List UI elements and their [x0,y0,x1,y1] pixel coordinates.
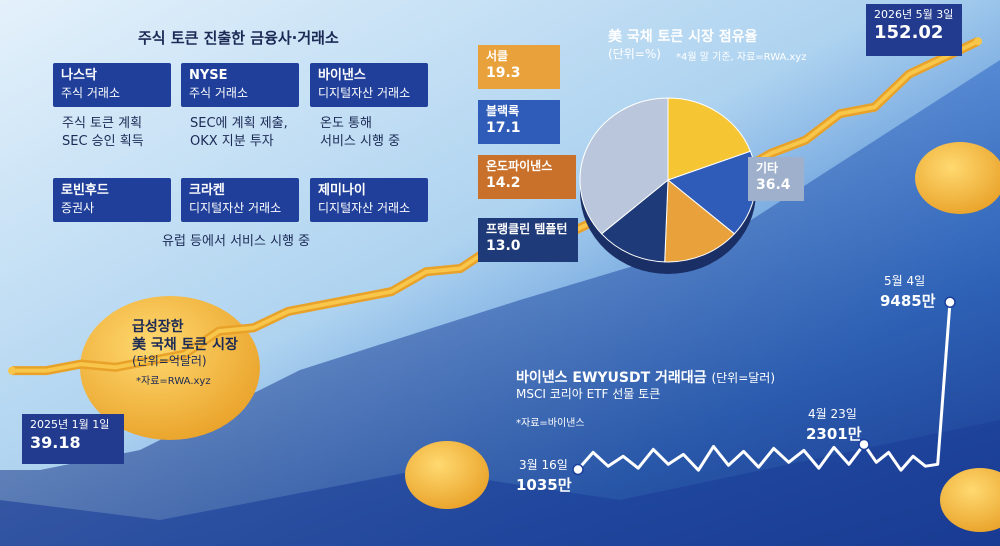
pie-label-value: 17.1 [486,120,521,136]
exchange-type: 증권사 [61,201,95,215]
pie-label-blackrock: 블랙록 17.1 [478,100,560,144]
exchange-box-nyse: NYSE 주식 거래소 [181,63,299,107]
pie-slice-4 [600,178,669,263]
start-value: 39.18 [30,433,81,452]
exchange-note-nyse: SEC에 계획 제출, OKX 지분 투자 [190,116,288,149]
exchange-name: 제미나이 [318,183,366,198]
line2-source: *자료=바이낸스 [516,418,585,429]
exchange-name: NYSE [189,68,228,83]
pie-label-value: 36.4 [756,177,791,193]
line1-title-line2: 美 국채 토큰 시장 [132,337,238,353]
end-date: 2026년 5월 3일 [874,8,954,21]
exchange-type: 디지털자산 거래소 [318,201,411,215]
exchanges-bottom-note: 유럽 등에서 서비스 시행 중 [162,234,311,249]
start-date: 2025년 1월 1일 [30,418,110,431]
line2-point-date: 4월 23일 [808,407,857,421]
line1-start-callout: 2025년 1월 1일 39.18 [22,414,124,464]
exchange-box-nasdaq: 나스닥 주식 거래소 [53,63,171,107]
pie-label-franklin: 프랭클린 템플턴 13.0 [478,218,578,262]
exchange-name: 바이낸스 [318,68,366,83]
pie-unit: (단위=%) [608,47,661,61]
line1-start-point [8,366,16,375]
pie-slice-5 [579,97,669,235]
pie-label-value: 13.0 [486,238,521,254]
coin-decoration [405,441,489,509]
line2-point-date: 5월 4일 [884,274,926,288]
line2-title: 바이낸스 EWYUSDT 거래대금 (단위=달러) [516,370,776,386]
exchange-box-kraken: 크라켄 디지털자산 거래소 [181,178,299,222]
line2-series-line [576,302,952,472]
pie-label-name: 프랭클린 템플턴 [486,222,568,236]
exchange-box-gemini: 제미나이 디지털자산 거래소 [310,178,428,222]
pie-label-value: 14.2 [486,175,521,191]
line1-end-point [974,37,982,46]
pie-slice-1 [667,97,752,181]
exchange-type: 주식 거래소 [189,86,249,100]
line1-end-callout: 2026년 5월 3일 152.02 [866,4,962,56]
coin-decoration [915,142,1000,214]
pie-label-value: 19.3 [486,65,521,81]
line1-source: *자료=RWA.xyz [136,376,211,387]
exchange-box-binance: 바이낸스 디지털자산 거래소 [310,63,428,107]
pie-label-name: 서클 [486,49,509,63]
line2-point-value: 1035만 [516,476,572,494]
line2-point-1 [572,463,584,476]
exchange-type: 디지털자산 거래소 [318,86,411,100]
line2-point-date: 3월 16일 [519,458,568,472]
line1-unit: (단위=억달러) [132,354,207,368]
pie-label-name: 블랙록 [486,104,520,118]
pie-source: *4월 말 기준, 자료=RWA.xyz [676,52,807,63]
line2-point-value: 2301만 [806,425,862,443]
pie-label-ondo: 온도파이낸스 14.2 [478,155,576,199]
exchange-type: 디지털자산 거래소 [189,201,282,215]
pie-label-others: 기타 36.4 [748,157,804,201]
exchange-name: 나스닥 [61,68,97,83]
exchange-note-binance: 온도 통해 서비스 시행 중 [320,116,401,149]
coin-decoration [940,468,1000,532]
exchange-name: 로빈후드 [61,183,109,198]
exchange-note-nasdaq: 주식 토큰 계획 SEC 승인 획득 [62,116,144,149]
exchange-box-robinhood: 로빈후드 증권사 [53,178,171,222]
pie-label-circle: 서클 19.3 [478,45,560,89]
pie-label-name: 기타 [756,161,779,175]
line2-point-2 [858,438,870,451]
line1-title-line1: 급성장한 [132,319,184,335]
exchange-type: 주식 거래소 [61,86,121,100]
line2-subtitle: MSCI 코리아 ETF 선물 토큰 [516,387,661,401]
pie-slice-3 [664,178,736,263]
pie-title: 美 국채 토큰 시장 점유율 [608,29,758,45]
exchanges-title: 주식 토큰 진출한 금융사·거래소 [138,29,339,47]
pie-label-name: 온도파이낸스 [486,159,553,173]
exchange-name: 크라켄 [189,183,225,198]
end-value: 152.02 [874,22,944,43]
line2-point-3 [944,296,956,308]
line2-point-value: 9485만 [880,292,936,310]
